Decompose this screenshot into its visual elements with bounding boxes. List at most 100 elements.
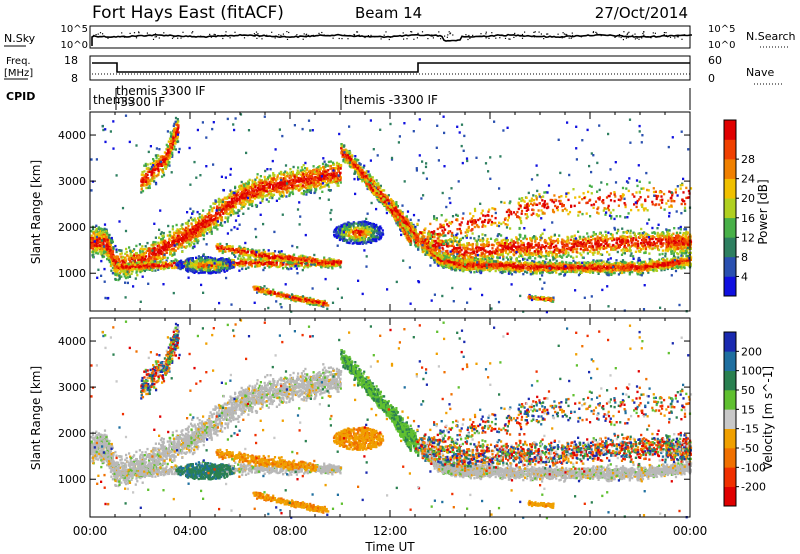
power-cell [249, 201, 252, 204]
nsearch-point [221, 34, 223, 37]
power-cell [160, 246, 163, 249]
power-cell [194, 237, 197, 241]
power-cell [324, 184, 327, 187]
power-cell [291, 190, 294, 194]
nsearch-point [538, 31, 540, 33]
power-cell [108, 254, 111, 257]
power-cell [92, 243, 95, 246]
power-cell [254, 265, 257, 268]
power-cell [232, 197, 236, 200]
power-cell [473, 271, 476, 274]
power-cell [335, 167, 338, 170]
power-cell [329, 260, 332, 263]
power-cell [241, 196, 244, 200]
power-cell [268, 184, 271, 187]
nsearch-point [669, 36, 672, 38]
power-cell [289, 265, 292, 268]
power-cell [166, 248, 169, 251]
power-cell [236, 211, 239, 215]
power-cell [101, 231, 105, 234]
power-cell [92, 255, 95, 259]
power-cell [159, 232, 162, 236]
cpid-seg-3-text: themis -3300 IF [344, 93, 438, 107]
nsearch-point [674, 37, 676, 39]
power-cell [288, 193, 291, 196]
nsearch-point [402, 32, 404, 34]
power-cell [188, 232, 191, 235]
power-cell [296, 184, 300, 187]
nsearch-point [318, 32, 320, 34]
power-cell [119, 267, 122, 270]
power-cell [212, 202, 215, 205]
power-cell [275, 184, 278, 187]
power-cell [201, 214, 204, 217]
power-cell [322, 177, 325, 180]
power-cell [268, 182, 271, 186]
power-cell [293, 175, 296, 178]
power-cell [120, 275, 123, 278]
nsearch-point [356, 31, 359, 33]
power-cell [189, 234, 192, 237]
nsearch-point [138, 32, 140, 34]
power-cell [223, 221, 226, 224]
power-cell [130, 257, 134, 261]
power-cell [201, 231, 204, 235]
power-cell [244, 261, 248, 264]
power-cell [156, 261, 160, 264]
power-cell [313, 168, 316, 171]
power-cell [115, 269, 118, 273]
power-cell [255, 195, 258, 198]
nsearch-point [171, 37, 174, 39]
power-cell [283, 173, 286, 176]
power-cell [177, 236, 180, 240]
power-cell [300, 185, 303, 189]
power-cell [229, 189, 232, 192]
power-cell [128, 274, 131, 277]
power-cell [233, 201, 236, 204]
power-cell [103, 233, 106, 236]
power-cell [142, 258, 145, 261]
power-cell [291, 188, 294, 192]
power-cell [315, 168, 318, 171]
power-cell [232, 212, 235, 216]
power-cell [303, 175, 306, 179]
power-cell [212, 222, 216, 226]
power-cell [108, 242, 111, 246]
power-cell [253, 186, 257, 189]
power-cell [302, 192, 305, 196]
power-cell [310, 188, 313, 191]
power-cell [264, 189, 267, 193]
power-cell [210, 232, 213, 235]
power-cell [281, 190, 284, 193]
power-cell [302, 180, 306, 183]
nsearch-point [514, 32, 516, 34]
power-cell [165, 245, 168, 249]
power-cell [243, 184, 246, 187]
power-cell [328, 174, 331, 177]
power-cell [310, 184, 313, 187]
nsearch-point [282, 33, 284, 35]
power-cell [278, 197, 281, 200]
power-cell [265, 187, 268, 191]
power-cell [137, 261, 140, 264]
power-cell [169, 248, 172, 252]
power-cell [239, 196, 242, 199]
power-cell [216, 228, 219, 231]
power-cell [306, 189, 310, 192]
power-cell [219, 223, 222, 227]
power-cell [196, 241, 199, 245]
nsearch-point [406, 38, 408, 40]
power-cell [332, 172, 335, 175]
power-cell [262, 188, 265, 192]
nsearch-point [200, 35, 202, 37]
power-cell [269, 168, 272, 171]
power-cell [334, 176, 338, 179]
power-cell [259, 184, 262, 188]
power-cell [198, 226, 201, 229]
power-cell [324, 163, 327, 166]
power-cell [115, 265, 119, 268]
nsearch-point [663, 32, 665, 34]
power-cell [203, 221, 206, 224]
power-cell [195, 224, 198, 227]
power-cell [231, 206, 234, 209]
